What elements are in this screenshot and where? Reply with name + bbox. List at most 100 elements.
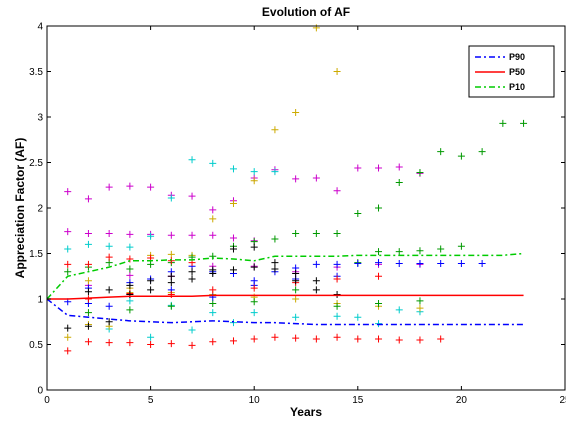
scatter-point: [209, 215, 217, 223]
scatter-point: [84, 260, 92, 268]
scatter-point: [126, 265, 134, 273]
scatter-point: [354, 164, 362, 172]
scatter-point: [333, 229, 341, 237]
x-axis-label: Years: [290, 405, 322, 419]
scatter-point: [416, 247, 424, 255]
scatter-point: [416, 336, 424, 344]
scatter-point: [84, 288, 92, 296]
scatter-point: [188, 326, 196, 334]
scatter-point: [188, 341, 196, 349]
scatter-point: [354, 335, 362, 343]
scatter-point: [147, 232, 155, 240]
scatter-point: [292, 286, 300, 294]
x-tick-label: 25: [559, 395, 566, 406]
scatter-point: [333, 187, 341, 195]
scatter-point: [457, 242, 465, 250]
scatter-point: [292, 334, 300, 342]
x-tick-label: 0: [44, 395, 50, 406]
scatter-point: [478, 148, 486, 156]
scatter-point: [64, 245, 72, 253]
chart-title: Evolution of AF: [262, 5, 350, 19]
scatter-point: [105, 302, 113, 310]
scatter-point: [292, 277, 300, 285]
scatter-point: [167, 250, 175, 258]
scatter-point: [457, 152, 465, 160]
y-tick-label: 1: [37, 295, 43, 306]
scatter-point: [250, 168, 258, 176]
scatter-point: [395, 306, 403, 314]
scatter-point: [333, 312, 341, 320]
scatter-point: [147, 333, 155, 341]
scatter-point: [126, 230, 134, 238]
y-tick-label: 1.5: [29, 249, 43, 260]
scatter-point: [188, 192, 196, 200]
series-line-p50: [47, 294, 524, 300]
scatter-point: [292, 108, 300, 116]
scatter-point: [354, 313, 362, 321]
scatter-point: [105, 183, 113, 191]
line-layer: [46, 252, 524, 326]
scatter-point: [416, 260, 424, 268]
scatter-point: [105, 318, 113, 326]
scatter-point: [375, 272, 383, 280]
scatter-point: [64, 260, 72, 268]
scatter-point: [437, 335, 445, 343]
scatter-point: [333, 290, 341, 298]
scatter-point: [375, 335, 383, 343]
scatter-point: [84, 277, 92, 285]
scatter-point: [312, 229, 320, 237]
scatter-point: [333, 260, 341, 268]
scatter-point: [105, 339, 113, 347]
scatter-point: [375, 300, 383, 308]
scatter-point: [105, 242, 113, 250]
legend: P90 P50 P10: [468, 45, 555, 98]
scatter-point: [354, 260, 362, 268]
scatter-point: [64, 347, 72, 355]
scatter-point: [312, 260, 320, 268]
scatter-point: [84, 309, 92, 317]
scatter-point: [84, 229, 92, 237]
scatter-point: [333, 302, 341, 310]
scatter-point: [354, 209, 362, 217]
y-tick-label: 2: [37, 204, 43, 215]
scatter-point: [84, 240, 92, 248]
y-tick-label: 4: [37, 22, 43, 33]
scatter-point: [271, 265, 279, 273]
scatter-point: [64, 188, 72, 196]
scatter-point: [84, 338, 92, 346]
scatter-point: [209, 266, 217, 274]
scatter-point: [312, 286, 320, 294]
scatter-point: [209, 231, 217, 239]
scatter-point: [126, 182, 134, 190]
scatter-point: [520, 119, 528, 127]
scatter-point: [312, 24, 320, 32]
scatter-point: [312, 335, 320, 343]
x-tick-label: 20: [456, 395, 468, 406]
scatter-point: [395, 260, 403, 268]
scatter-point: [375, 204, 383, 212]
scatter-point: [188, 275, 196, 283]
scatter-point: [188, 231, 196, 239]
scatter-point: [209, 159, 217, 167]
scatter-point: [64, 333, 72, 341]
scatter-point: [478, 260, 486, 268]
scatter-point: [333, 275, 341, 283]
tick-layer: 0 5 10 15 20 25 0 0.5 1 1.5 2 2.5 3 3.5 4: [29, 22, 566, 407]
scatter-point: [126, 297, 134, 305]
scatter-point: [64, 324, 72, 332]
scatter-point: [229, 337, 237, 345]
scatter-point: [395, 248, 403, 256]
scatter-point: [147, 286, 155, 294]
scatter-point: [229, 245, 237, 253]
scatter-point: [105, 253, 113, 261]
scatter-layer: [64, 24, 528, 355]
x-tick-label: 15: [352, 395, 364, 406]
scatter-point: [64, 268, 72, 276]
scatter-point: [416, 297, 424, 305]
scatter-point: [188, 268, 196, 276]
scatter-point: [395, 179, 403, 187]
scatter-point: [126, 339, 134, 347]
scatter-point: [312, 277, 320, 285]
scatter-point: [271, 259, 279, 267]
